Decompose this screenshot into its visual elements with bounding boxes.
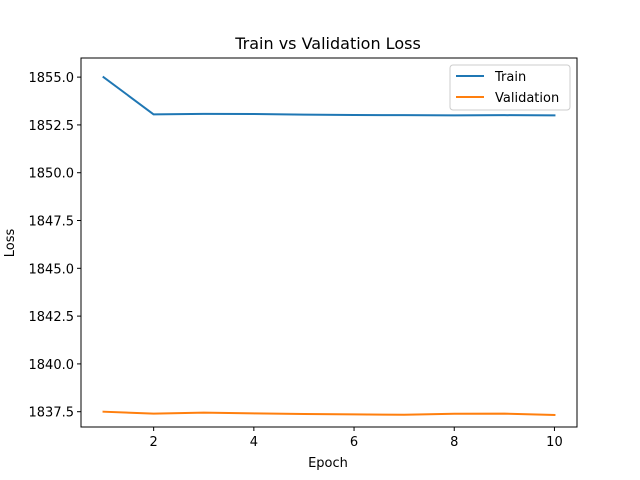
series-line-validation: [102, 410, 556, 416]
y-tick-label: 1840.0: [29, 358, 75, 373]
y-tick-label: 1850.0: [29, 167, 75, 182]
legend: Train Validation: [449, 64, 571, 111]
y-tick-label: 1845.0: [29, 262, 75, 277]
x-tick-label: 8: [450, 435, 458, 450]
y-axis-label: Loss: [3, 229, 18, 258]
x-tick-label: 6: [350, 435, 358, 450]
x-tick-label: 4: [250, 435, 258, 450]
legend-label-validation: Validation: [495, 91, 559, 106]
x-axis-label: Epoch: [308, 456, 348, 471]
x-tick-label: 2: [150, 435, 158, 450]
chart-title: Train vs Validation Loss: [234, 34, 421, 53]
y-tick-label: 1855.0: [29, 71, 75, 86]
series-line-train: [102, 75, 556, 117]
x-tick-label: 10: [546, 435, 563, 450]
legend-label-train: Train: [494, 70, 526, 85]
y-tick-label: 1837.5: [29, 406, 75, 421]
y-tick-label: 1852.5: [29, 119, 75, 134]
y-axis: 1837.5 1840.0 1842.5 1845.0 1847.5 1850.0 1852…: [29, 71, 81, 421]
x-axis: 2 4 6 8 10: [150, 427, 563, 450]
series-layer: [102, 75, 556, 416]
axes-frame: [80, 57, 578, 428]
y-tick-label: 1847.5: [29, 215, 75, 230]
y-tick-label: 1842.5: [29, 310, 75, 325]
